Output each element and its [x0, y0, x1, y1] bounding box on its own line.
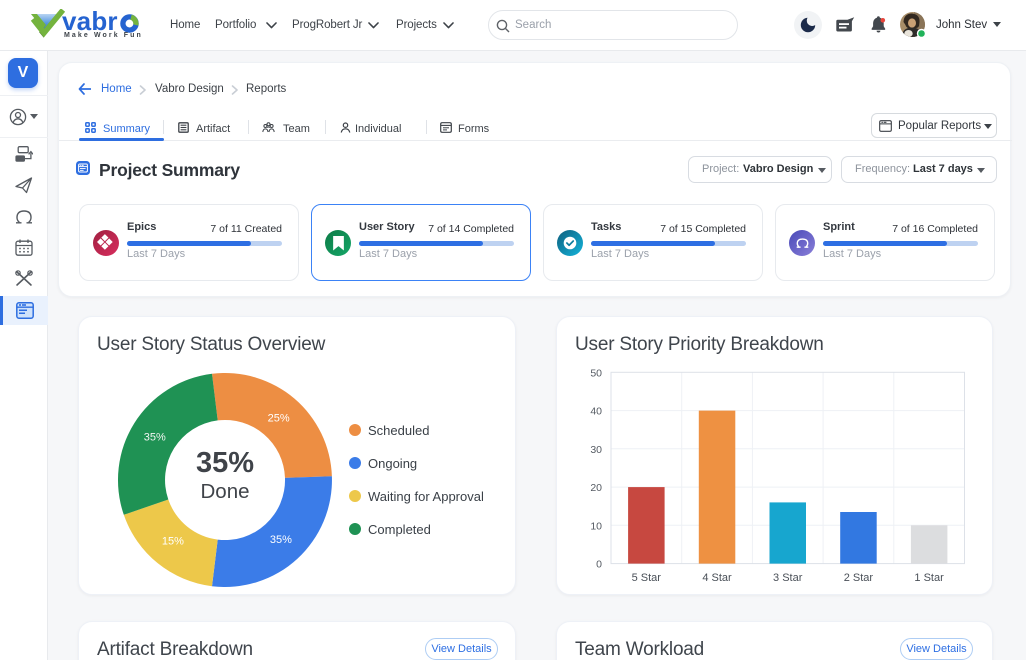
- svg-text:5 Star: 5 Star: [632, 572, 662, 584]
- svg-text:30: 30: [590, 444, 602, 456]
- svg-text:35%: 35%: [144, 432, 166, 444]
- svg-text:20: 20: [590, 482, 602, 494]
- svg-text:Done: Done: [200, 480, 249, 503]
- svg-text:4 Star: 4 Star: [702, 572, 732, 584]
- svg-text:50: 50: [590, 367, 602, 379]
- svg-text:10: 10: [590, 520, 602, 532]
- svg-text:35%: 35%: [270, 534, 292, 546]
- svg-text:35%: 35%: [196, 447, 254, 479]
- svg-text:25%: 25%: [268, 413, 290, 425]
- svg-text:2 Star: 2 Star: [844, 572, 874, 584]
- svg-text:3 Star: 3 Star: [773, 572, 803, 584]
- svg-text:15%: 15%: [162, 536, 184, 548]
- svg-text:0: 0: [596, 559, 602, 571]
- svg-text:1 Star: 1 Star: [914, 572, 944, 584]
- svg-text:40: 40: [590, 406, 602, 418]
